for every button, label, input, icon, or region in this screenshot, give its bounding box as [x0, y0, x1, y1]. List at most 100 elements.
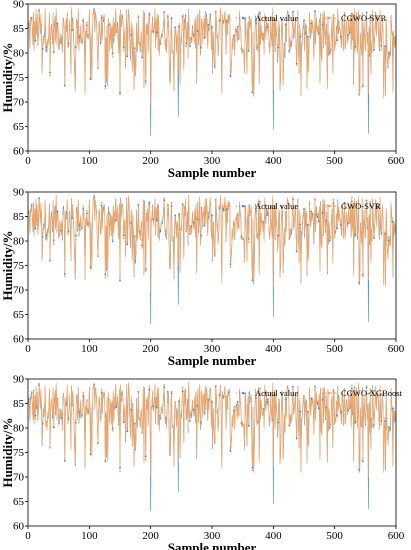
point-predicted: [361, 275, 364, 278]
x-tick-label: 300: [204, 530, 221, 542]
y-axis-label: Humidity/%: [0, 230, 15, 300]
point-predicted: [163, 383, 166, 386]
point-actual: [52, 239, 55, 242]
point-predicted: [247, 47, 250, 49]
point-predicted: [251, 89, 254, 92]
y-tick-label: 60: [13, 521, 25, 533]
point-predicted: [222, 19, 224, 22]
point-actual: [306, 223, 309, 226]
point-actual: [177, 400, 180, 403]
point-actual: [292, 385, 294, 388]
point-actual: [181, 15, 184, 18]
point-actual: [163, 386, 166, 388]
point-predicted: [71, 27, 74, 30]
point-predicted: [314, 388, 316, 391]
y-tick-label: 80: [13, 236, 25, 248]
point-predicted: [303, 395, 305, 398]
point-predicted: [185, 45, 188, 48]
point-actual: [104, 85, 107, 88]
point-actual: [52, 51, 55, 54]
point-predicted: [310, 211, 313, 214]
point-predicted: [347, 37, 350, 40]
point-actual: [332, 202, 335, 205]
point-predicted: [299, 227, 302, 230]
point-actual: [240, 235, 243, 238]
point-actual: [354, 420, 357, 423]
point-actual: [144, 268, 147, 271]
point-actual: [328, 426, 331, 429]
point-predicted: [358, 283, 361, 286]
series-line-predicted: [28, 194, 396, 293]
point-actual: [251, 466, 254, 469]
point-predicted: [284, 24, 287, 27]
point-actual: [269, 17, 272, 20]
point-predicted: [391, 32, 394, 35]
point-predicted: [233, 405, 235, 408]
point-actual: [41, 423, 44, 425]
point-actual: [229, 75, 232, 78]
x-tick-label: 600: [388, 343, 405, 355]
point-actual: [122, 234, 125, 237]
y-tick-label: 70: [13, 472, 25, 484]
point-predicted: [376, 15, 379, 17]
point-predicted: [189, 42, 191, 44]
point-predicted: [52, 243, 55, 245]
point-predicted: [306, 225, 309, 227]
point-predicted: [34, 417, 37, 420]
point-actual: [119, 466, 121, 469]
point-actual: [38, 197, 40, 199]
x-tick-label: 0: [25, 530, 31, 542]
y-tick-label: 80: [13, 423, 25, 435]
x-tick-label: 600: [388, 155, 405, 167]
point-predicted: [141, 54, 143, 57]
point-actual: [115, 406, 118, 408]
y-tick-label: 75: [13, 447, 25, 459]
point-predicted: [38, 11, 40, 14]
point-predicted: [266, 403, 269, 406]
point-predicted: [52, 50, 55, 52]
point-actual: [177, 213, 180, 216]
point-predicted: [295, 248, 298, 251]
point-predicted: [306, 412, 309, 415]
point-predicted: [163, 10, 166, 13]
point-predicted: [347, 219, 350, 222]
point-predicted: [376, 395, 379, 398]
point-predicted: [384, 46, 386, 49]
point-actual: [60, 229, 63, 232]
point-predicted: [152, 29, 155, 32]
point-predicted: [30, 203, 33, 206]
point-actual: [354, 45, 357, 48]
point-actual: [211, 401, 213, 404]
x-tick-label: 300: [204, 343, 221, 355]
point-predicted: [203, 413, 206, 415]
point-predicted: [225, 205, 228, 208]
point-actual: [380, 419, 383, 422]
point-actual: [100, 16, 103, 19]
point-predicted: [258, 10, 261, 13]
point-predicted: [137, 205, 140, 208]
point-predicted: [369, 200, 372, 203]
point-predicted: [255, 23, 258, 26]
point-actual: [361, 85, 364, 88]
point-predicted: [273, 205, 276, 208]
point-actual: [277, 46, 280, 49]
point-actual: [358, 281, 361, 284]
point-actual: [336, 39, 339, 42]
point-predicted: [185, 417, 188, 420]
legend-label-actual: Actual value: [255, 13, 298, 23]
point-actual: [347, 34, 350, 37]
point-actual: [299, 35, 302, 38]
point-actual: [85, 24, 88, 27]
point-predicted: [354, 418, 357, 420]
point-actual: [111, 52, 114, 55]
point-predicted: [41, 44, 44, 47]
point-predicted: [236, 28, 239, 31]
point-predicted: [354, 231, 357, 234]
point-actual: [56, 22, 59, 25]
point-predicted: [82, 391, 85, 394]
x-axis-label: Sample number: [168, 540, 257, 550]
point-predicted: [380, 48, 383, 51]
point-predicted: [93, 194, 96, 197]
point-predicted: [244, 206, 247, 209]
point-predicted: [119, 93, 121, 96]
